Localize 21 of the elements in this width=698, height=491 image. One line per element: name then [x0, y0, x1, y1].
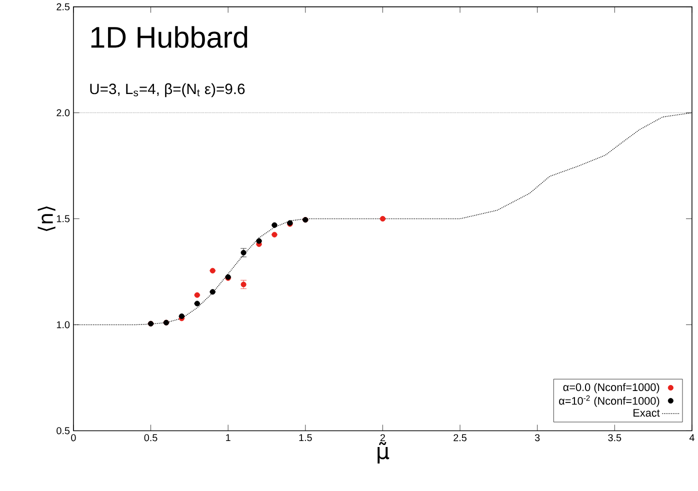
- legend-label: α=0.0 (Nconf=1000): [563, 382, 660, 394]
- x-tick-label: 4: [689, 434, 694, 441]
- text: 1D Hubbard: [91, 26, 248, 48]
- x-tick-label: 1: [226, 434, 230, 441]
- x-tick-label: 0: [71, 434, 76, 442]
- x-tick-label: 0.5: [144, 434, 158, 442]
- x-tick-label: 3.5: [608, 434, 622, 442]
- y-tick-label: 0.5: [56, 427, 70, 434]
- legend-label: α=10$^{-2}$ (Nconf=1000): [559, 395, 660, 407]
- x-tick-label: 2.5: [454, 434, 466, 442]
- y-tick-label: 2.5: [56, 3, 70, 10]
- y-tick-label: 2.0: [56, 109, 70, 116]
- text: U=3, L$_{s}$=4, β=(N$_{t}$ ε)=9.6: [90, 83, 245, 97]
- x-tick-label: 1.5: [299, 434, 312, 441]
- y-tick-label: 1.0: [56, 321, 70, 328]
- legend-label: Exact: [634, 408, 660, 417]
- x-tick-label: 3: [534, 434, 540, 442]
- x-axis-title: μ̃: [378, 442, 390, 464]
- y-tick-label: 1.5: [56, 215, 70, 222]
- x-tick-label: 2: [380, 434, 385, 441]
- y-axis-title: ⟨n⟩: [38, 206, 56, 231]
